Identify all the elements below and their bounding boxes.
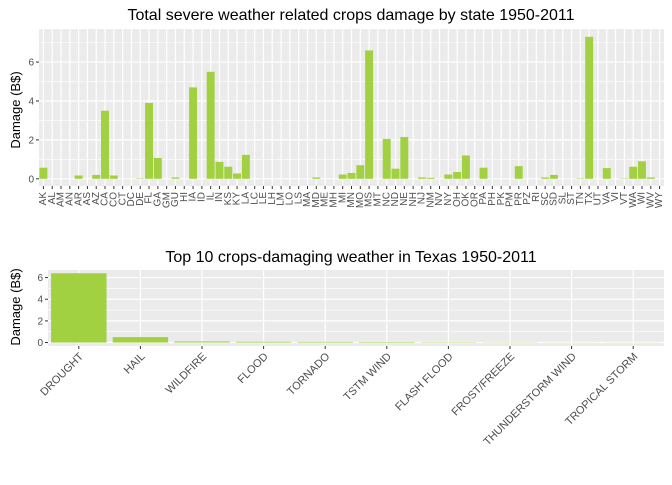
bar-in — [215, 162, 223, 179]
bar-wi — [638, 161, 646, 179]
x-tick-label: WILDFIRE — [164, 351, 210, 397]
bar-ca — [101, 111, 109, 179]
bar-ms — [365, 50, 373, 178]
bar-tx — [585, 37, 593, 179]
bar-sc — [541, 177, 549, 178]
bar-pa — [480, 168, 488, 179]
bar-ny — [444, 175, 452, 179]
x-tick-label: TSTM WIND — [341, 351, 394, 404]
x-tick-label: HAIL — [122, 351, 148, 377]
bar-md — [312, 177, 320, 178]
bar-wa — [629, 167, 637, 179]
x-tick-label: TORNADO — [285, 350, 333, 398]
bar-tornado — [297, 342, 352, 343]
bar-ne — [400, 137, 408, 179]
bar-mo — [356, 165, 364, 179]
bar-ky — [233, 174, 241, 179]
bar-il — [207, 72, 215, 179]
bar-la — [242, 155, 250, 179]
bar-flood — [236, 342, 291, 343]
chart-crops-by-state: Total severe weather related crops damag… — [8, 7, 665, 208]
x-ticks-states: AKALAMANARASAZCACOCTDCDEFLGAGMGUHIIAIDIL… — [38, 186, 665, 208]
bar-gu — [171, 177, 179, 178]
bar-co — [110, 175, 118, 178]
bar-va — [603, 168, 611, 179]
bar-sd — [550, 175, 558, 179]
bar-ok — [462, 155, 470, 178]
y-tick-label: 4 — [37, 295, 43, 306]
bar-nj — [418, 177, 426, 178]
y-tick-label: 4 — [28, 96, 34, 107]
bar-ga — [154, 158, 162, 179]
y-ticks-texas: 0 2 4 6 — [37, 273, 48, 349]
y-ticks-states: 0 2 4 6 — [28, 58, 39, 186]
y-tick-label: 2 — [28, 135, 34, 146]
x-tick-label: FROST/FREEZE — [450, 351, 518, 419]
bar-ia — [189, 87, 197, 178]
bar-ar — [75, 175, 83, 178]
bar-tstm-wind — [359, 342, 414, 343]
y-axis-label-states: Damage (B$) — [8, 71, 23, 148]
y-tick-label: 0 — [28, 174, 34, 185]
x-tick-label: DROUGHT — [38, 351, 86, 399]
chart-texas-events: Top 10 crops-damaging weather in Texas 1… — [8, 249, 664, 448]
y-tick-label: 0 — [37, 338, 43, 349]
bar-ks — [224, 167, 232, 179]
y-tick-label: 2 — [37, 316, 43, 327]
bar-oh — [453, 172, 461, 179]
bar-nm — [427, 178, 435, 179]
x-tick-label: FLOOD — [236, 351, 271, 386]
chart-title-states: Total severe weather related crops damag… — [127, 7, 574, 24]
y-axis-label-texas: Damage (B$) — [8, 268, 23, 345]
x-tick-label: WY — [654, 192, 665, 208]
bar-az — [92, 175, 100, 179]
bar-pr — [515, 166, 523, 179]
bar-ak — [39, 168, 47, 179]
bar-fl — [145, 103, 153, 179]
bar-mi — [339, 175, 347, 179]
bar-hail — [113, 337, 168, 342]
bar-wildfire — [174, 341, 229, 342]
y-tick-label: 6 — [37, 273, 43, 284]
y-tick-label: 6 — [28, 58, 34, 69]
bar-nc — [383, 139, 391, 179]
bar-mn — [348, 173, 356, 179]
x-tick-label: FLASH FLOOD — [393, 351, 456, 414]
bar-nd — [392, 169, 400, 179]
bar-drought — [51, 273, 106, 342]
bar-wv — [647, 177, 655, 178]
chart-title-texas: Top 10 crops-damaging weather in Texas 1… — [165, 249, 536, 266]
